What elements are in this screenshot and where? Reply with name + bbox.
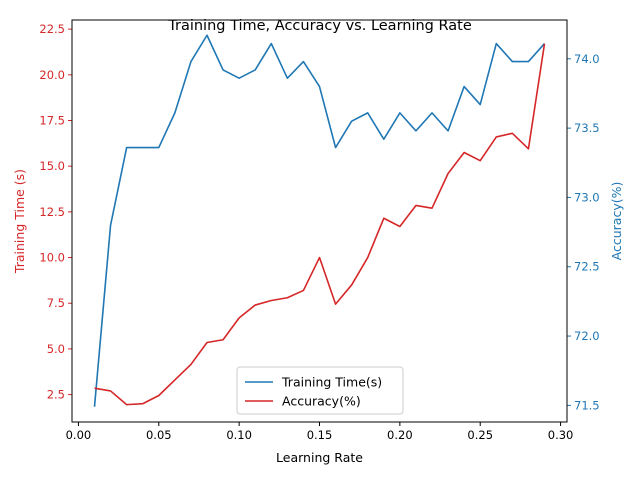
x-tick-label: 0.20 xyxy=(387,428,413,442)
series-line xyxy=(93,34,546,407)
y-left-tick-label: 15.0 xyxy=(39,159,65,173)
legend-label: Training Time(s) xyxy=(281,375,382,390)
chart-title: Training Time, Accuracy vs. Learning Rat… xyxy=(167,18,472,34)
y-axis-left-label: Training Time (s) xyxy=(12,169,27,274)
x-axis-label: Learning Rate xyxy=(276,450,363,465)
x-axis: 0.00 0.05 0.10 0.15 0.20 0.25 0.30 xyxy=(66,422,574,442)
x-tick-label: 0.00 xyxy=(66,428,92,442)
legend: Training Time(s) Accuracy(%) xyxy=(236,366,404,415)
y-right-tick-label: 74.0 xyxy=(574,52,600,66)
y-right-tick-label: 71.5 xyxy=(574,398,600,412)
y-axis-right: 71.5 72.0 72.5 73.0 73.5 74.0 xyxy=(567,52,600,412)
y-right-tick-label: 73.0 xyxy=(574,190,600,204)
y-axis-left: 2.5 5.0 7.5 10.0 12.5 15.0 17.5 20.0 22.5 xyxy=(39,22,72,402)
y-left-tick-label: 17.5 xyxy=(39,114,65,128)
y-left-tick-label: 20.0 xyxy=(39,68,65,82)
y-left-tick-label: 22.5 xyxy=(39,22,65,36)
x-tick-label: 0.10 xyxy=(226,428,252,442)
series-line xyxy=(94,43,546,406)
y-right-tick-label: 72.0 xyxy=(574,329,600,343)
plot-frame xyxy=(71,19,568,423)
y-left-tick-label: 10.0 xyxy=(39,251,65,265)
x-tick-label: 0.25 xyxy=(467,428,493,442)
series-layer xyxy=(93,34,546,407)
legend-box xyxy=(236,366,404,415)
y-axis-right-label: Accuracy(%) xyxy=(609,182,624,261)
x-tick-label: 0.30 xyxy=(548,428,574,442)
y-right-tick-label: 72.5 xyxy=(574,260,600,274)
y-left-tick-label: 7.5 xyxy=(47,296,65,310)
x-tick-label: 0.15 xyxy=(307,428,333,442)
y-left-tick-label: 12.5 xyxy=(39,205,65,219)
y-right-tick-label: 73.5 xyxy=(574,121,600,135)
x-tick-label: 0.05 xyxy=(146,428,172,442)
y-left-tick-label: 2.5 xyxy=(47,388,65,402)
legend-label: Accuracy(%) xyxy=(282,394,361,409)
y-left-tick-label: 5.0 xyxy=(47,342,65,356)
